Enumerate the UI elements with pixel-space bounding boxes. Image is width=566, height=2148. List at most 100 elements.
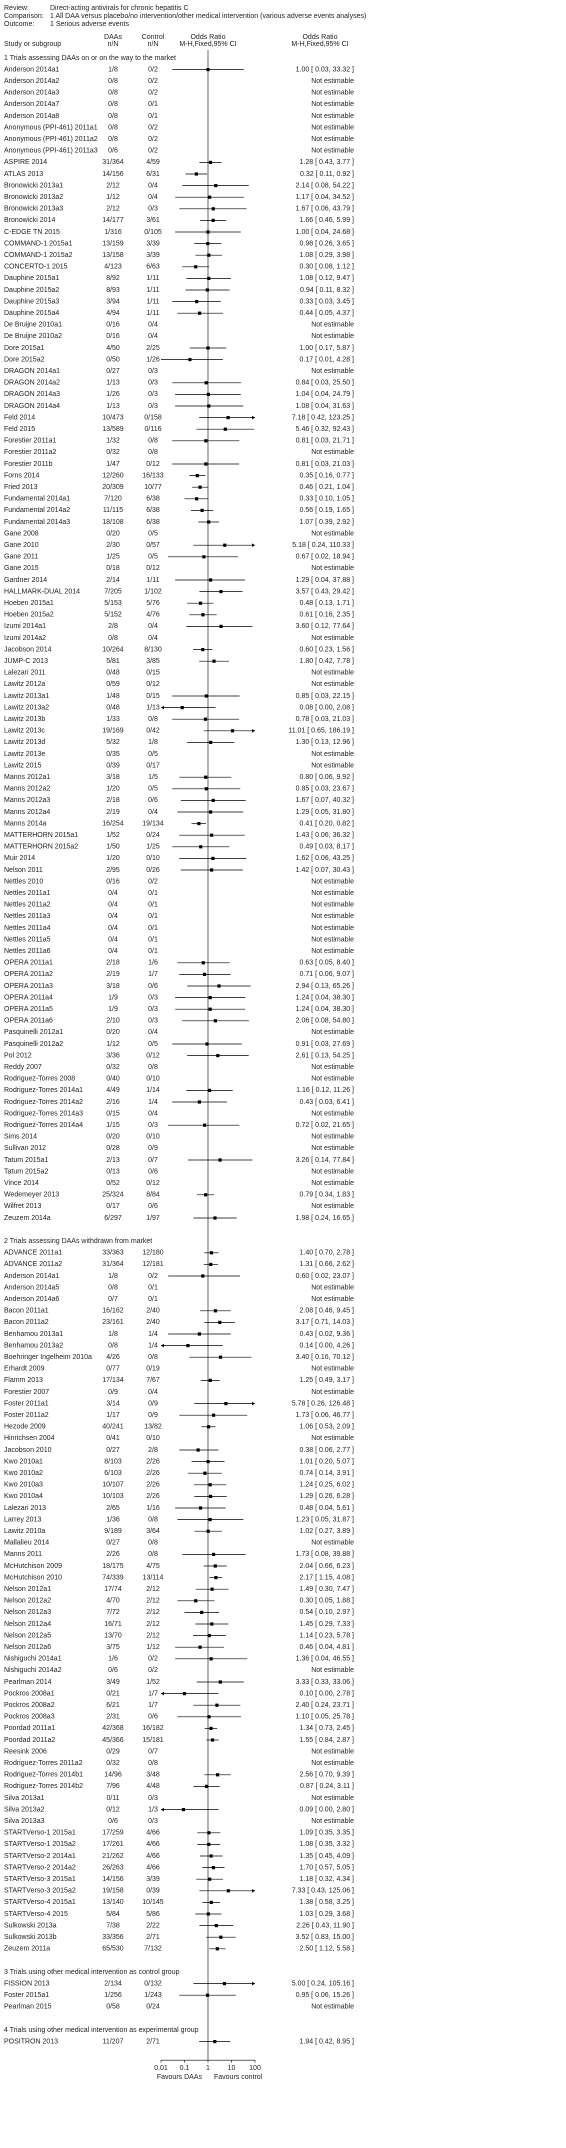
daa-events: 10/264 (102, 646, 124, 653)
odds-ratio-label: 1.38 [ 0.58, 3.25 ] (300, 1899, 355, 1906)
odds-ratio-label: 11.01 [ 0.65, 186.19 ] (288, 728, 354, 735)
study-name: De Bruijne 2010a1 (4, 322, 62, 329)
odds-ratio-label: 0.41 [ 0.20, 0.82 ] (300, 820, 355, 827)
daa-events: 13/140 (102, 1899, 124, 1906)
odds-ratio-label: Not estimable (311, 1168, 354, 1175)
study-name: Silva 2013a1 (4, 1795, 45, 1802)
point-estimate (214, 1924, 218, 1928)
odds-ratio-label: 1.29 [ 0.04, 37.88 ] (296, 577, 354, 584)
daa-events: 19/169 (102, 728, 124, 735)
control-events: 0/1 (148, 113, 158, 120)
odds-ratio-label: 1.43 [ 0.06, 36.32 ] (296, 832, 354, 839)
control-events: 2/26 (146, 1493, 160, 1500)
daa-events: 3/49 (106, 1679, 120, 1686)
daa-events: 0/13 (106, 1168, 120, 1175)
point-estimate (223, 427, 227, 431)
study-name: Rodriguez-Torres 2011a2 (4, 1760, 83, 1767)
point-estimate (201, 648, 205, 652)
study-name: Tatum 2015a1 (4, 1157, 48, 1164)
point-estimate (204, 775, 208, 779)
study-name: Gane 2015 (4, 565, 39, 572)
daa-events: 2/26 (106, 1551, 120, 1558)
control-events: 0/15 (146, 693, 160, 700)
point-estimate (222, 1982, 227, 1986)
point-estimate (207, 276, 211, 280)
odds-ratio-label: 1.31 [ 0.66, 2.62 ] (300, 1261, 355, 1268)
study-name: Forestier 2007 (4, 1389, 49, 1396)
control-events: 1/14 (146, 1087, 160, 1094)
study-name: Gane 2008 (4, 530, 39, 537)
control-events: 0/9 (148, 1145, 158, 1152)
point-estimate (213, 1019, 217, 1023)
study-name: Kwo 2010a4 (4, 1493, 43, 1500)
odds-ratio-label: 1.73 [ 0.06, 46.77 ] (296, 1412, 354, 1419)
point-estimate (206, 392, 211, 396)
study-name: Rodriguez-Torres 2014a1 (4, 1087, 83, 1094)
control-events: 1/25 (146, 844, 160, 851)
control-events: 6/38 (146, 507, 160, 514)
point-estimate (209, 1251, 214, 1255)
daa-events: 16/71 (104, 1621, 122, 1628)
point-estimate (203, 717, 208, 721)
daa-events: 3/18 (106, 983, 120, 990)
daa-events: 0/11 (106, 1795, 119, 1802)
odds-ratio-label: Not estimable (311, 925, 354, 932)
control-events: 4/66 (146, 1841, 160, 1848)
odds-ratio-label: 1.24 [ 0.04, 38.30 ] (296, 1006, 354, 1013)
study-name: Foster 2011a1 (4, 1400, 49, 1407)
point-estimate (218, 1320, 222, 1324)
odds-ratio-label: Not estimable (311, 1795, 354, 1802)
control-events: 0/4 (148, 194, 158, 201)
study-name: Anderson 2014a8 (4, 113, 59, 120)
odds-ratio-label: 5.46 [ 0.32, 92.43 ] (296, 426, 354, 433)
daa-events: 0/48 (106, 704, 120, 711)
control-events: 0/2 (148, 878, 158, 885)
study-name: Boehringer Ingelheim 2010a (4, 1354, 92, 1361)
study-name: Anonymous (PPI-461) 2011a2 (4, 136, 98, 143)
control-events: 1/12 (146, 1644, 160, 1651)
daa-events: 0/32 (106, 1760, 120, 1767)
odds-ratio-label: Not estimable (311, 1748, 354, 1755)
study-name: Lawitz 2013a1 (4, 693, 49, 700)
daa-events: 7/120 (104, 496, 122, 503)
point-estimate (213, 2040, 217, 2044)
study-name: Nelson 2012a4 (4, 1621, 51, 1628)
daa-events: 0/8 (108, 635, 118, 642)
study-name: ADVANCE 2011a1 (4, 1250, 62, 1257)
daa-events: 2/16 (106, 1099, 120, 1106)
point-estimate (208, 1007, 212, 1011)
odds-ratio-label: 1.66 [ 0.46, 5.99 ] (300, 217, 355, 224)
point-estimate (204, 462, 208, 466)
study-name: Sims 2014 (4, 1134, 37, 1141)
point-estimate (211, 218, 215, 222)
odds-ratio-label: Not estimable (311, 890, 354, 897)
study-name: Anderson 2014a1 (4, 66, 59, 73)
control-events: 2/12 (146, 1621, 160, 1628)
odds-ratio-label: 1.73 [ 0.08, 39.88 ] (296, 1551, 354, 1558)
point-estimate (209, 1854, 213, 1858)
odds-ratio-label: 1.06 [ 0.53, 2.09 ] (300, 1424, 355, 1431)
point-estimate (198, 485, 202, 489)
daa-events: 7/38 (106, 1922, 120, 1929)
control-events: 0/26 (146, 867, 160, 874)
daa-events: 0/50 (106, 356, 120, 363)
study-name: Anderson 2014a2 (4, 78, 59, 85)
study-name: POSITRON 2013 (4, 2038, 58, 2045)
odds-ratio-label: 0.08 [ 0.00, 2.08 ] (300, 704, 355, 711)
point-estimate (207, 1831, 211, 1835)
study-name: Manns 2014a (4, 820, 47, 827)
control-events: 0/2 (148, 148, 158, 155)
control-events: 0/39 (146, 1888, 160, 1895)
point-estimate (197, 1332, 201, 1336)
odds-ratio-label: Not estimable (311, 101, 354, 108)
daa-events: 17/259 (102, 1830, 124, 1837)
point-estimate (208, 810, 213, 814)
daa-events: 0/40 (106, 1076, 120, 1083)
odds-ratio-label: 1.08 [ 0.29, 3.98 ] (300, 252, 355, 259)
daa-events: 1/52 (106, 832, 120, 839)
odds-ratio-label: 0.72 [ 0.02, 21.65 ] (296, 1122, 354, 1129)
daa-events: 0/6 (108, 1667, 118, 1674)
point-estimate (196, 1448, 200, 1452)
odds-ratio-label: 0.80 [ 0.06, 9.92 ] (300, 774, 355, 781)
study-name: Lawitz 2015 (4, 762, 41, 769)
